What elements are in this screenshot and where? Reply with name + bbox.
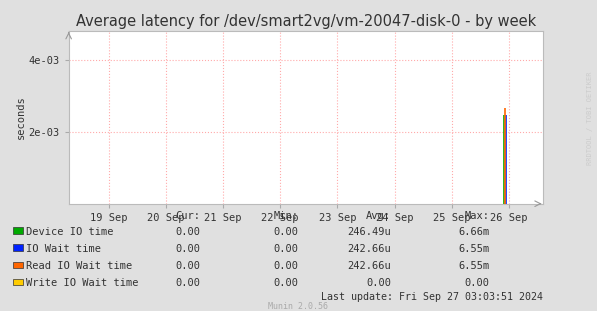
- Text: 0.00: 0.00: [273, 227, 298, 237]
- Text: 0.00: 0.00: [366, 278, 391, 288]
- Text: 242.66u: 242.66u: [347, 261, 391, 271]
- Text: Munin 2.0.56: Munin 2.0.56: [269, 303, 328, 311]
- Text: 0.00: 0.00: [273, 244, 298, 254]
- Text: 246.49u: 246.49u: [347, 227, 391, 237]
- Text: 0.00: 0.00: [175, 261, 200, 271]
- Text: 6.55m: 6.55m: [458, 244, 490, 254]
- Text: 6.66m: 6.66m: [458, 227, 490, 237]
- Text: 6.55m: 6.55m: [458, 261, 490, 271]
- Text: 242.66u: 242.66u: [347, 244, 391, 254]
- Text: Cur:: Cur:: [175, 211, 200, 221]
- Text: Read IO Wait time: Read IO Wait time: [26, 261, 133, 271]
- Title: Average latency for /dev/smart2vg/vm-20047-disk-0 - by week: Average latency for /dev/smart2vg/vm-200…: [76, 14, 536, 29]
- Text: Avg:: Avg:: [366, 211, 391, 221]
- Text: 0.00: 0.00: [273, 261, 298, 271]
- Text: RRDTOOL / TOBI OETIKER: RRDTOOL / TOBI OETIKER: [587, 72, 593, 165]
- Text: IO Wait time: IO Wait time: [26, 244, 101, 254]
- Text: 0.00: 0.00: [273, 278, 298, 288]
- Text: 0.00: 0.00: [175, 227, 200, 237]
- Text: Device IO time: Device IO time: [26, 227, 114, 237]
- Text: 0.00: 0.00: [175, 278, 200, 288]
- Text: Min:: Min:: [273, 211, 298, 221]
- Text: Write IO Wait time: Write IO Wait time: [26, 278, 139, 288]
- Text: Max:: Max:: [464, 211, 490, 221]
- Text: 0.00: 0.00: [464, 278, 490, 288]
- Y-axis label: seconds: seconds: [16, 95, 26, 139]
- Text: 0.00: 0.00: [175, 244, 200, 254]
- Text: Last update: Fri Sep 27 03:03:51 2024: Last update: Fri Sep 27 03:03:51 2024: [321, 292, 543, 302]
